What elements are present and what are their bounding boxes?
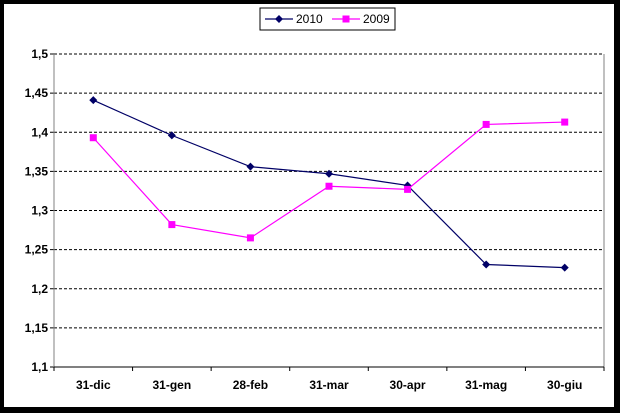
- legend-box: [259, 7, 396, 31]
- data-point-2010: [325, 169, 333, 178]
- plot-area: 1,1 1,15 1,2 1,25 1,3 1,35 1,4 1,45 1,5 31-dic 31-…: [25, 47, 605, 392]
- data-point-2010: [89, 96, 98, 105]
- legend-marker-2009: [342, 15, 350, 23]
- legend-label-2010: 2010: [296, 12, 323, 26]
- x-tick-label: 28-feb: [233, 378, 268, 392]
- data-point-2009: [561, 118, 569, 126]
- data-point-2009: [325, 182, 333, 190]
- x-tick-label: 31-gen: [153, 378, 192, 392]
- legend-label-2009: 2009: [363, 12, 390, 26]
- legend-marker-2010: [275, 15, 283, 23]
- y-tick-label: 1,35: [25, 164, 49, 178]
- y-tick-label: 1,1: [31, 360, 48, 374]
- x-tick-label: 30-apr: [390, 378, 426, 392]
- data-point-2009: [482, 120, 490, 128]
- data-point-2009: [168, 221, 176, 229]
- y-tick-label: 1,2: [31, 282, 48, 296]
- x-tick-label: 30-giu: [547, 378, 582, 392]
- data-point-2009: [246, 234, 254, 242]
- chart-frame: 2010 2009 1,1 1,15 1,2 1,25 1,3 1,35 1,4 1,45 1,…: [4, 4, 614, 407]
- x-tick-label: 31-mar: [309, 378, 349, 392]
- data-point-2010: [167, 131, 176, 140]
- data-point-2010: [482, 260, 491, 269]
- x-tick-label: 31-dic: [76, 378, 111, 392]
- y-tick-label: 1,45: [25, 86, 49, 100]
- y-tick-label: 1,25: [25, 243, 49, 257]
- data-point-2010: [560, 263, 569, 272]
- data-point-2009: [404, 185, 412, 193]
- y-tick-label: 1,15: [25, 321, 49, 335]
- data-point-2010: [246, 162, 255, 171]
- series-line-2009: [92, 121, 565, 239]
- data-point-2009: [89, 134, 97, 142]
- y-tick-label: 1,4: [31, 125, 48, 139]
- line-chart: 2010 2009 1,11,151,21,251,31,351,41,451,…: [25, 7, 605, 392]
- y-tick-label: 1,5: [31, 47, 48, 61]
- y-tick-label: 1,3: [31, 204, 48, 218]
- x-tick-label: 31-mag: [465, 378, 507, 392]
- legend: 2010 2009: [259, 7, 396, 31]
